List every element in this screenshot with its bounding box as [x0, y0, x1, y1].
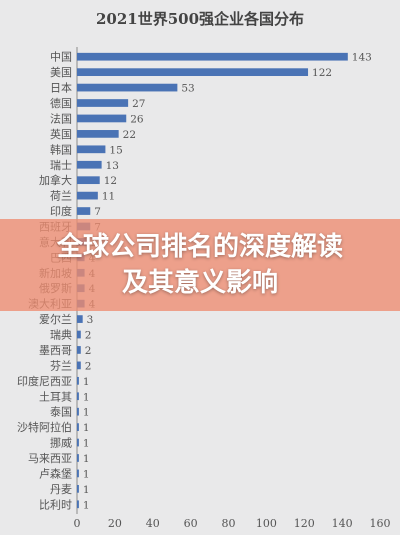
data-label: 15 [109, 144, 122, 156]
data-label: 1 [83, 468, 90, 480]
category-label: 韩国 [50, 142, 72, 156]
data-label: 1 [83, 438, 90, 450]
data-label: 53 [181, 83, 194, 95]
bar [77, 407, 79, 416]
category-label: 瑞士 [50, 158, 72, 172]
x-tick-label: 60 [184, 517, 198, 530]
bar [77, 315, 83, 323]
x-tick-label: 80 [222, 517, 236, 530]
bar [77, 346, 81, 354]
category-label: 挪威 [50, 436, 72, 450]
x-tick-label: 0 [74, 517, 81, 530]
bar [77, 469, 79, 478]
data-label: 2 [85, 330, 92, 342]
category-label: 比利时 [39, 498, 72, 511]
data-label: 143 [352, 52, 372, 64]
category-label: 德国 [50, 96, 72, 110]
category-label: 爱尔兰 [39, 313, 72, 326]
bar [77, 392, 79, 401]
bar [77, 454, 79, 462]
data-label: 1 [83, 391, 90, 403]
data-label: 2 [85, 360, 92, 372]
category-label: 美国 [50, 66, 72, 79]
bar [77, 191, 98, 200]
category-label: 丹麦 [50, 483, 72, 496]
bar [77, 99, 129, 107]
bar [77, 83, 178, 92]
bar [77, 52, 348, 61]
category-label: 沙特阿拉伯 [17, 420, 72, 434]
category-label: 中国 [50, 51, 72, 64]
bar [77, 361, 81, 370]
category-label: 日本 [50, 81, 72, 95]
data-label: 27 [132, 98, 145, 110]
x-tick-label: 100 [256, 517, 277, 530]
category-label: 英国 [50, 127, 72, 141]
category-label: 卢森堡 [39, 466, 72, 480]
category-label: 荷兰 [50, 190, 72, 203]
category-label: 土耳其 [39, 390, 72, 403]
category-label: 瑞典 [50, 328, 72, 342]
banner-title: 全球公司排名的深度解读及其意义影响 [56, 232, 343, 298]
category-label: 加拿大 [39, 173, 72, 187]
data-label: 11 [102, 191, 115, 203]
data-label: 122 [312, 67, 332, 79]
category-label: 印度 [50, 204, 72, 218]
bar [77, 423, 79, 431]
data-label: 1 [83, 407, 90, 419]
bar [77, 130, 119, 138]
bar [77, 438, 79, 447]
data-label: 1 [83, 484, 90, 496]
data-label: 3 [87, 314, 94, 326]
x-tick-label: 120 [294, 517, 315, 530]
category-label: 芬兰 [50, 359, 72, 372]
data-label: 1 [83, 453, 90, 465]
bar [77, 376, 79, 385]
x-tick-label: 160 [370, 517, 391, 530]
data-label: 2 [85, 345, 92, 357]
category-label: 法国 [50, 111, 72, 125]
data-label: 1 [83, 422, 90, 434]
bar [77, 500, 79, 509]
title-banner: 全球公司排名的深度解读及其意义影响 [0, 219, 400, 311]
bar [77, 114, 127, 123]
data-label: 12 [104, 175, 117, 187]
category-label: 马来西亚 [28, 452, 72, 465]
x-tick-label: 40 [146, 517, 160, 530]
data-label: 13 [106, 160, 119, 172]
bar [77, 330, 81, 339]
category-label: 墨西哥 [39, 344, 72, 357]
bar [77, 68, 309, 77]
bar [77, 207, 91, 215]
bar [77, 160, 102, 169]
data-label: 22 [123, 129, 136, 141]
x-tick-label: 140 [332, 517, 353, 530]
data-label: 26 [130, 113, 144, 125]
data-label: 7 [94, 206, 101, 218]
category-label: 泰国 [50, 405, 72, 419]
bar [77, 484, 79, 493]
category-label: 印度尼西亚 [17, 374, 72, 388]
data-label: 1 [83, 499, 90, 511]
x-tick-label: 20 [108, 517, 122, 530]
chart-title: 2021世界500强企业各国分布 [96, 10, 304, 28]
bar [77, 145, 106, 154]
data-label: 1 [83, 376, 90, 388]
bar [77, 176, 100, 185]
